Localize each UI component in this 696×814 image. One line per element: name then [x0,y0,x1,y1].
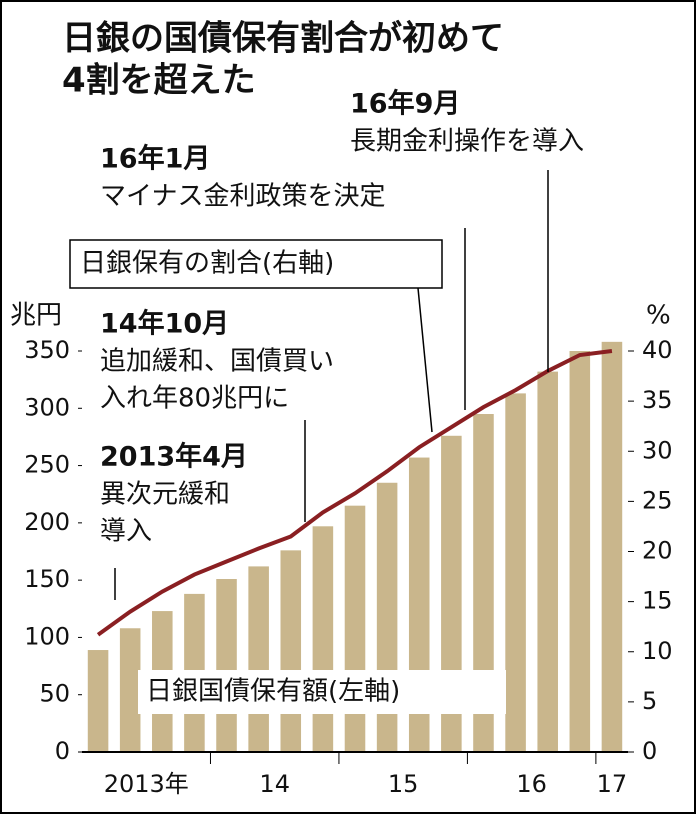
chart-title: 4割を超えた [62,61,256,101]
bar [280,550,302,752]
annotation-text: マイナス金利政策を決定 [100,182,385,212]
bar [473,414,494,752]
y-tick-label: 350 [24,336,70,364]
y2-unit: % [646,301,671,331]
bar [601,341,623,752]
annotation-title: 2013年4月 [100,441,248,473]
y2-tick-label: 0 [642,737,657,765]
bar [248,566,269,752]
line [96,349,613,637]
series-label: 日銀保有の割合(右軸) [80,249,334,279]
annotation-text: 入れ年80兆円に [100,384,289,414]
x-tick-label: 17 [597,770,628,798]
bar [87,650,109,752]
annotation-text: 長期金利操作を導入 [350,127,584,157]
y2-tick-label: 15 [642,587,673,615]
y2-tick-label: 20 [642,537,673,565]
annotation-text: 導入 [100,517,152,547]
series-label: 日銀国債保有額(左軸) [146,677,400,707]
y2-tick-label: 25 [642,486,673,514]
annotation-title: 14年10月 [100,308,229,340]
y-unit: 兆円 [10,301,62,331]
leader [417,287,433,433]
y2-tick-label: 35 [642,386,673,414]
annotation-text: 追加緩和、国債買い [100,347,334,377]
y-tick-label: 300 [24,393,70,421]
y-tick-label: 50 [39,680,70,708]
x-tick-label: 16 [516,770,547,798]
annotation-title: 16年1月 [100,143,210,175]
bar [344,505,366,752]
y-tick-label: 0 [55,737,70,765]
y2-tick-label: 40 [642,336,673,364]
x-tick-label: 2013年 [104,770,189,798]
x-tick-label: 15 [388,770,419,798]
bar [119,628,141,752]
y2-tick-label: 5 [642,687,657,715]
y-tick-label: 250 [24,451,70,479]
y-tick-label: 100 [24,622,70,650]
bar [569,351,591,752]
label-box [69,239,443,289]
y-tick-label: 150 [24,565,70,593]
y2-tick-label: 10 [642,637,673,665]
annotation-text: 異次元緩和 [100,480,230,510]
y-tick-label: 200 [24,508,70,536]
annotation-title: 16年9月 [350,88,460,120]
y2-tick-label: 30 [642,436,673,464]
bar [312,526,334,752]
bar [216,578,237,752]
bar [537,371,558,752]
label-bg [138,670,506,714]
x-tick-label: 14 [259,770,290,798]
chart-title: 日銀の国債保有割合が初めて [62,19,504,59]
bar [505,393,526,752]
